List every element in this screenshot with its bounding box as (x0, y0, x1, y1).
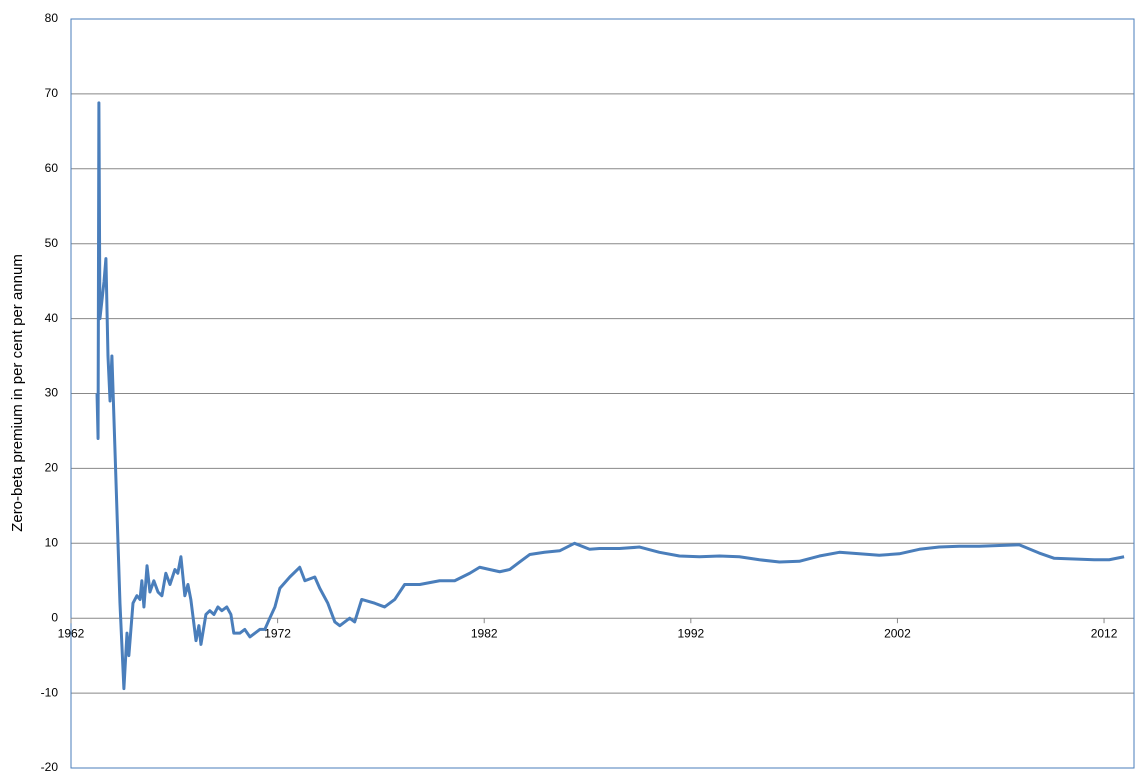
y-axis-title: Zero-beta premium in per cent per annum (9, 254, 26, 532)
y-tick-label: 50 (45, 236, 59, 250)
data-line (95, 101, 1125, 691)
plot-frame (70, 18, 1135, 769)
y-tick-label: 10 (45, 535, 59, 549)
y-tick-label: -10 (41, 685, 59, 699)
y-tick-label: 0 (51, 610, 58, 624)
y-tick-label: -20 (41, 760, 59, 771)
y-tick-label: 30 (45, 386, 59, 400)
x-tick-label: 2012 (1091, 626, 1118, 640)
y-tick-label: 70 (45, 86, 59, 100)
y-tick-label: 80 (45, 11, 59, 25)
x-tick-label: 1962 (58, 626, 85, 640)
y-tick-label: 40 (45, 311, 59, 325)
y-tick-label: 20 (45, 461, 59, 475)
x-tick-label: 1972 (264, 626, 291, 640)
x-tick-label: 1982 (471, 626, 498, 640)
x-tick-label: 2002 (884, 626, 911, 640)
x-tick-label: 1992 (677, 626, 704, 640)
y-tick-label: 60 (45, 161, 59, 175)
